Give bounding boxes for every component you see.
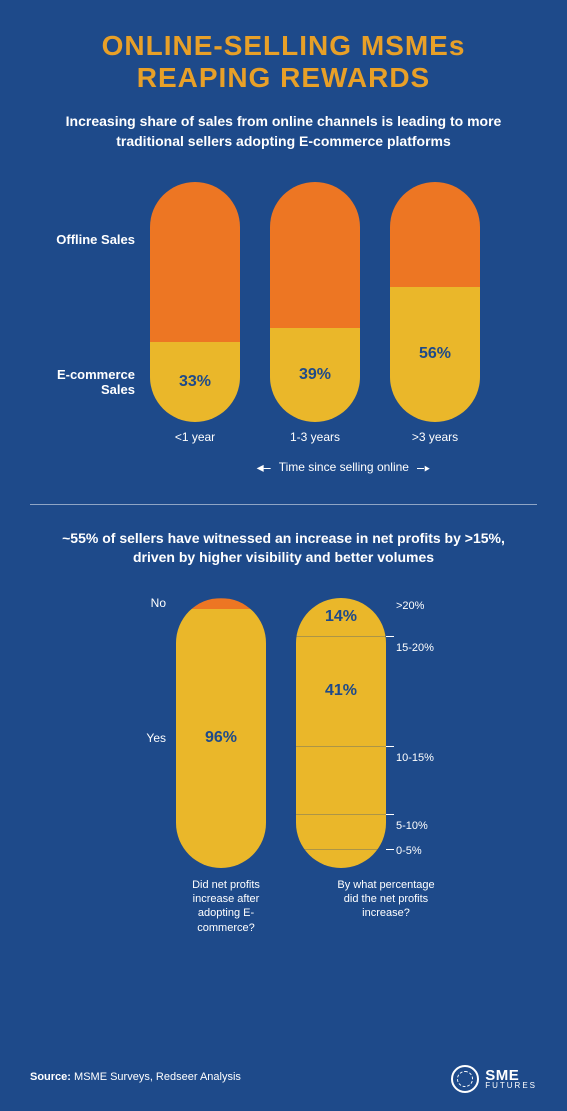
arrow-left-icon: ◂⎯ [257,459,271,476]
offline-segment [150,182,240,343]
pill-profit-yesno: 96% [176,598,266,868]
subtitle: Increasing share of sales from online ch… [30,112,537,151]
question-b: By what percentage did the net profits i… [336,878,436,935]
side-label-no: No [151,596,166,610]
ecom-segment: 39% [270,328,360,422]
x-tick-label: >3 years [412,430,458,444]
source-line: Source: MSME Surveys, Redseer Analysis [30,1071,241,1083]
segment-no [176,598,266,609]
section2-title: ~55% of sellers have witnessed an increa… [30,529,537,568]
segment-3 [296,814,386,849]
offline-segment [270,182,360,328]
segment-1: 41% [296,636,386,747]
question-a: Did net profits increase after adopting … [176,878,276,935]
x-tick-label: 1-3 years [290,430,340,444]
section-divider [30,504,537,505]
y-label-ecom: E-commerce Sales [30,367,135,397]
arrow-right-icon: ⎯▸ [417,459,430,476]
pill-col-1: 39% 1-3 years [270,182,360,444]
segment-4 [296,849,386,868]
pill-1: 39% [270,182,360,422]
logo-icon [451,1065,479,1093]
segment-yes: 96% [176,609,266,868]
pill-col-0: 33% <1 year [150,182,240,444]
range-label-0: >20% [396,600,424,612]
brand-logo: SME FUTURES [451,1065,537,1093]
x-axis-label-row: ◂⎯ Time since selling online ⎯▸ [30,459,537,476]
tick-mark [386,849,394,850]
side-label-yes: Yes [146,731,166,745]
range-label-3: 5-10% [396,820,428,832]
tick-mark [386,814,394,815]
pill-profit-pct: 14%41% [296,598,386,868]
segment-2 [296,746,386,814]
brand-name: SME [485,1069,537,1083]
pill-0: 33% [150,182,240,422]
chart-profits: No Yes 96% 14%41% >20% 15-20% 10-15% 5-10% 0-… [30,598,537,868]
tick-mark [386,746,394,747]
range-label-1: 15-20% [396,642,434,654]
pill-col-2: 56% >3 years [390,182,480,444]
tick-mark [386,636,394,637]
range-label-2: 10-15% [396,752,434,764]
main-title: ONLINE-SELLING MSMEs REAPING REWARDS [30,30,537,94]
chart-sales-share: Offline Sales E-commerce Sales 33% <1 yea… [30,182,537,444]
pill-2: 56% [390,182,480,422]
x-tick-label: <1 year [175,430,215,444]
y-label-offline: Offline Sales [56,232,135,247]
ecom-segment: 56% [390,287,480,421]
offline-segment [390,182,480,288]
ecom-segment: 33% [150,342,240,421]
range-label-4: 0-5% [396,845,422,857]
x-axis-label: Time since selling online [279,460,409,474]
segment-0: 14% [296,598,386,636]
brand-sub: FUTURES [485,1082,537,1089]
